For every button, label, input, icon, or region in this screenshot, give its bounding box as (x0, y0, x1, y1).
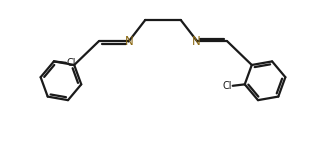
Text: Cl: Cl (223, 81, 232, 91)
Text: N: N (125, 35, 134, 48)
Text: N: N (192, 35, 201, 48)
Text: Cl: Cl (67, 58, 76, 68)
